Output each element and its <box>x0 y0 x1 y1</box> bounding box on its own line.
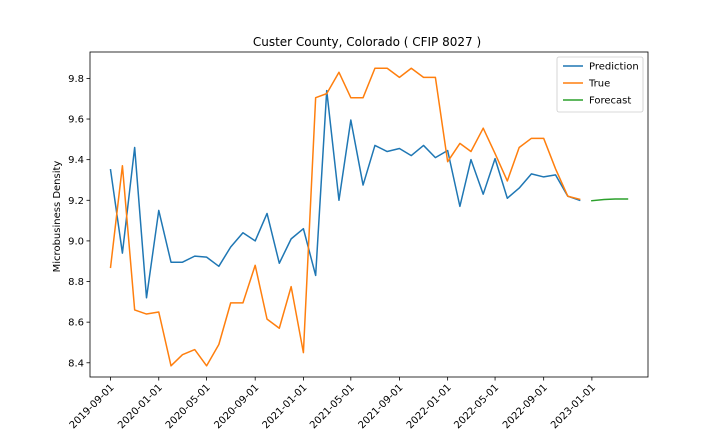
x-tick-label: 2023-01-01 <box>549 382 598 431</box>
series-line-prediction <box>109 89 581 299</box>
y-tick-label: 9.6 <box>68 115 84 126</box>
y-tick-label: 9.2 <box>68 196 84 207</box>
plot-frame <box>89 51 649 378</box>
x-tick-label: 2020-01-01 <box>116 382 165 431</box>
y-tick-label: 8.8 <box>68 277 84 288</box>
legend-box <box>556 56 644 113</box>
x-tick-label: 2020-09-01 <box>212 382 261 431</box>
x-tick-label: 2022-05-01 <box>452 382 501 431</box>
x-tick-label: 2021-09-01 <box>357 382 406 431</box>
legend-label-prediction: Prediction <box>589 62 639 73</box>
x-tick-label: 2022-01-01 <box>405 382 454 431</box>
y-tick-label: 9.0 <box>68 236 84 247</box>
legend-label-forecast: Forecast <box>589 96 631 107</box>
x-tick-label: 2022-09-01 <box>501 382 550 431</box>
y-tick-label: 8.4 <box>68 358 84 369</box>
y-tick-label: 8.6 <box>68 318 84 329</box>
chart-title: Custer County, Colorado ( CFIP 8027 ) <box>253 35 481 49</box>
x-tick-label: 2021-01-01 <box>261 382 310 431</box>
y-tick-label: 9.4 <box>68 155 84 166</box>
legend: Prediction True Forecast <box>556 56 644 113</box>
legend-label-true: True <box>588 79 610 90</box>
series-layer <box>109 67 629 367</box>
x-tick-label: 2020-05-01 <box>164 382 213 431</box>
series-line-forecast <box>591 198 629 202</box>
series-line-true <box>109 67 581 367</box>
y-axis-label: Microbusiness Density <box>52 161 63 273</box>
y-tick-label: 9.8 <box>68 74 84 85</box>
x-tick-label: 2019-09-01 <box>68 382 117 431</box>
x-tick-label: 2021-05-01 <box>308 382 357 431</box>
